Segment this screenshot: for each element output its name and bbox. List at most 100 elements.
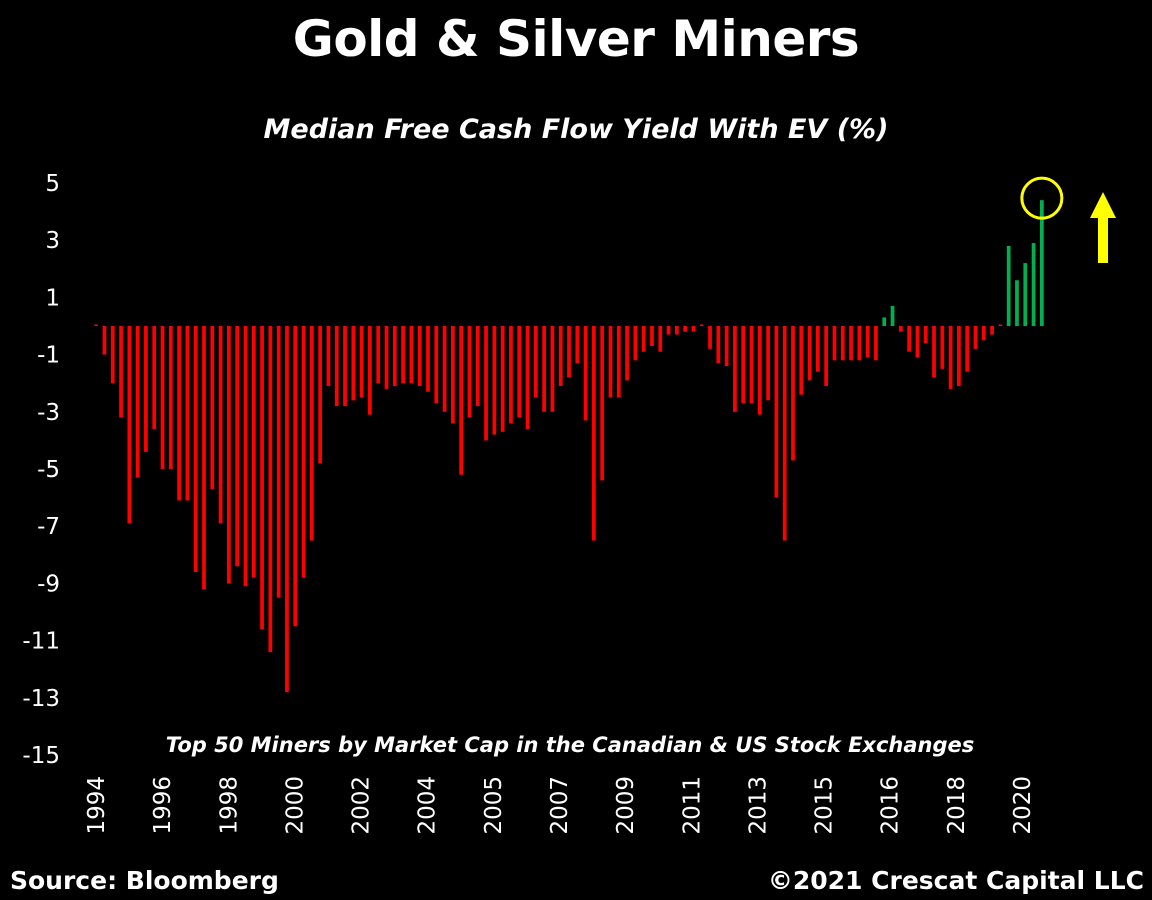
bar bbox=[442, 326, 447, 412]
bar bbox=[600, 326, 605, 481]
bar bbox=[840, 326, 845, 361]
bar bbox=[724, 326, 729, 367]
x-tick-label: 2000 bbox=[282, 776, 308, 835]
y-tick-label: -7 bbox=[37, 514, 60, 540]
bar bbox=[127, 326, 132, 524]
bar bbox=[517, 326, 522, 418]
bar bbox=[243, 326, 248, 587]
highlight-circle bbox=[1020, 176, 1064, 220]
x-tick-label: 2007 bbox=[547, 776, 573, 835]
bar bbox=[749, 326, 754, 404]
bar bbox=[757, 326, 762, 415]
bar bbox=[782, 326, 787, 541]
bar bbox=[484, 326, 488, 441]
bar bbox=[625, 326, 629, 381]
y-tick-label: 3 bbox=[45, 228, 60, 254]
bar bbox=[202, 326, 206, 590]
y-tick-label: -11 bbox=[22, 629, 60, 655]
bar bbox=[343, 326, 347, 407]
bar bbox=[467, 326, 472, 418]
bar bbox=[401, 326, 405, 384]
x-tick-label: 2009 bbox=[613, 776, 639, 835]
bar bbox=[525, 326, 530, 429]
x-tick-label: 1998 bbox=[216, 776, 242, 835]
bar bbox=[774, 326, 779, 498]
bar bbox=[832, 326, 837, 361]
up-arrow-shaft bbox=[1098, 215, 1108, 263]
bar bbox=[608, 326, 613, 398]
chart-subtitle: Median Free Cash Flow Yield With EV (%) bbox=[263, 114, 889, 145]
bar bbox=[492, 326, 497, 435]
bar bbox=[326, 326, 331, 387]
chart-annotation: Top 50 Miners by Market Cap in the Canad… bbox=[165, 733, 975, 757]
bar bbox=[334, 326, 339, 407]
bar bbox=[633, 326, 638, 361]
y-tick-label: -5 bbox=[37, 457, 60, 483]
bar bbox=[957, 326, 961, 387]
bar bbox=[160, 326, 165, 469]
bar bbox=[193, 326, 198, 572]
bar bbox=[309, 326, 314, 541]
bar bbox=[102, 326, 107, 355]
bar bbox=[276, 326, 281, 598]
x-tick-label: 2004 bbox=[415, 776, 441, 835]
bar bbox=[376, 326, 381, 384]
bar bbox=[1031, 243, 1036, 326]
bar bbox=[475, 326, 480, 407]
bar bbox=[500, 326, 505, 432]
bar bbox=[368, 326, 372, 415]
bar bbox=[542, 326, 546, 412]
bar bbox=[882, 317, 887, 326]
x-tick-label: 2016 bbox=[878, 776, 904, 835]
bar bbox=[260, 326, 264, 630]
bar bbox=[807, 326, 812, 381]
y-tick-label: 1 bbox=[45, 285, 60, 311]
bar bbox=[824, 326, 829, 387]
bar bbox=[592, 326, 596, 541]
bar bbox=[708, 326, 712, 349]
x-tick-label: 2015 bbox=[812, 776, 838, 835]
bar bbox=[998, 324, 1003, 326]
bar bbox=[915, 326, 920, 358]
x-tick-label: 2013 bbox=[745, 776, 771, 835]
bar bbox=[285, 326, 289, 693]
bar bbox=[658, 326, 663, 352]
bar bbox=[965, 326, 970, 372]
bar bbox=[874, 326, 878, 361]
y-axis: 5 3 1 -1 -3 -5 -7 -9 -11 -13 -15 bbox=[22, 171, 60, 769]
bar bbox=[816, 326, 820, 372]
bar bbox=[351, 326, 356, 401]
x-tick-label: 2005 bbox=[481, 776, 507, 835]
bar bbox=[110, 326, 115, 384]
bar bbox=[923, 326, 928, 344]
bar bbox=[583, 326, 588, 421]
bar bbox=[575, 326, 580, 364]
bar bbox=[641, 326, 646, 352]
bar bbox=[890, 305, 895, 326]
bar bbox=[650, 326, 654, 347]
bar bbox=[434, 326, 439, 404]
chart-title: Gold & Silver Miners bbox=[292, 10, 860, 68]
bar bbox=[616, 326, 621, 398]
bar bbox=[550, 326, 555, 412]
bar bbox=[981, 326, 986, 341]
bar bbox=[1039, 200, 1044, 326]
bar bbox=[251, 326, 256, 578]
bar bbox=[940, 326, 945, 369]
y-tick-label: -9 bbox=[37, 571, 60, 597]
bar bbox=[119, 326, 123, 418]
bar bbox=[459, 326, 464, 475]
annotation-marks bbox=[1020, 176, 1116, 263]
bar bbox=[301, 326, 306, 578]
copyright-note: ©2021 Crescat Capital LLC bbox=[767, 866, 1144, 895]
bar bbox=[417, 326, 422, 387]
bar bbox=[227, 326, 231, 584]
bar bbox=[741, 326, 746, 404]
bar bbox=[210, 326, 215, 490]
bar bbox=[450, 326, 455, 424]
bar bbox=[799, 326, 804, 395]
bar bbox=[533, 326, 538, 398]
bar bbox=[509, 326, 513, 424]
y-tick-label: -13 bbox=[22, 686, 60, 712]
